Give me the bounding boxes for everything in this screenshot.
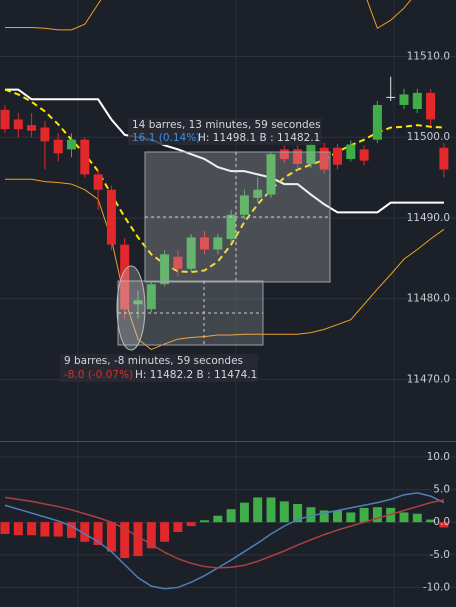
candle-body [359, 149, 369, 161]
y-tick-label: -5.0 [430, 549, 451, 561]
candle-body [226, 214, 236, 239]
label-bg [128, 118, 322, 145]
y-tick-label: 11510.0 [407, 51, 450, 63]
histogram-bar [67, 522, 76, 538]
annotation: H: 11482.2 B : 11474.1 [135, 369, 257, 381]
y-tick-label: 11500.0 [407, 131, 450, 143]
candle-body [333, 147, 342, 165]
histogram-bar [346, 512, 356, 523]
histogram-bar [53, 522, 63, 537]
candle-body [399, 94, 409, 105]
candle-body [386, 96, 396, 98]
histogram-bar [0, 522, 10, 534]
candle-body [0, 109, 10, 130]
candle-body [173, 256, 183, 269]
line [4, 88, 444, 274]
histogram-bar [27, 522, 37, 536]
candle-body [293, 149, 303, 164]
histogram-bar [306, 507, 316, 523]
candle-body [27, 125, 37, 131]
y-tick-label: 0.0 [433, 516, 450, 528]
histogram-bar [120, 522, 130, 559]
y-tick-label: 11480.0 [407, 293, 450, 305]
candle-body [306, 144, 316, 164]
histogram-bar [359, 507, 369, 523]
histogram-bar [146, 522, 156, 549]
histogram-bar [412, 513, 422, 523]
histogram-bar [399, 512, 409, 523]
y-tick-label: 11490.0 [407, 212, 450, 224]
line [4, 496, 445, 569]
line [5, 0, 412, 31]
annotation: H: 11498.1 B : 11482.1 [198, 132, 320, 144]
annotation: 9 barres, -8 minutes, 59 secondes [64, 355, 243, 367]
candle-body [346, 144, 356, 160]
histogram-bar [80, 522, 90, 542]
histogram-bar [160, 522, 170, 542]
labels: 11510.0 11500.0 11490.0 11480.0 11470.0 14 ba… [64, 51, 450, 594]
candle-body [146, 284, 156, 310]
line [5, 178, 445, 351]
candle-body [106, 189, 116, 245]
candle-body [213, 237, 223, 250]
line [5, 88, 444, 214]
histogram-bar [266, 497, 276, 523]
candle-body [279, 149, 289, 160]
histogram-bar [319, 510, 329, 523]
macd-pane [0, 456, 456, 590]
histogram-bar [186, 522, 196, 527]
histogram-bar [200, 520, 209, 523]
candle-body [80, 139, 90, 175]
histogram-bar [106, 522, 116, 552]
candle-body [93, 174, 103, 190]
candle-body [372, 104, 382, 140]
measure-tools [60, 118, 331, 382]
histogram-bar [213, 515, 223, 523]
line [4, 492, 445, 590]
histogram-bar [239, 502, 249, 523]
highlight-ellipse [116, 265, 146, 351]
candle-body [266, 154, 276, 195]
y-tick-label: 11470.0 [407, 373, 450, 385]
y-tick-label: 5.0 [433, 484, 450, 496]
y-tick-label: -10.0 [423, 581, 450, 593]
candle-body [13, 119, 23, 130]
candle-body [53, 139, 63, 154]
histogram-bar [439, 522, 449, 528]
candle-body [239, 195, 249, 215]
candle-body [120, 244, 130, 310]
histogram-bar [40, 522, 50, 537]
candle-body [133, 300, 143, 305]
candle-body [186, 237, 196, 269]
annotation: -8.0 (-0.07%) [64, 369, 133, 381]
histogram-bar [13, 522, 23, 536]
candle-body [319, 147, 329, 170]
histogram-bar [426, 519, 436, 523]
candle-body [160, 254, 170, 285]
candle-body [439, 147, 449, 170]
candle-body [200, 237, 209, 250]
annotation: 16.1 (0.14%) [132, 132, 200, 144]
histogram-bar [226, 509, 236, 523]
histogram-bar [133, 522, 143, 557]
histogram-bar [253, 497, 263, 523]
histogram-bar [93, 522, 103, 546]
label-bg [60, 354, 258, 382]
y-tick-label: 10.0 [427, 451, 450, 463]
candle-body [253, 189, 263, 198]
histogram-bar [333, 510, 342, 523]
histogram-bar [293, 503, 303, 523]
candle-body [412, 92, 422, 109]
candle-body [426, 92, 436, 120]
histogram-bar [372, 507, 382, 523]
candle-body [40, 127, 50, 142]
candle-body [67, 139, 76, 150]
annotation: 14 barres, 13 minutes, 59 secondes [132, 119, 321, 131]
histogram-bar [173, 522, 183, 532]
histogram-bar [279, 501, 289, 523]
